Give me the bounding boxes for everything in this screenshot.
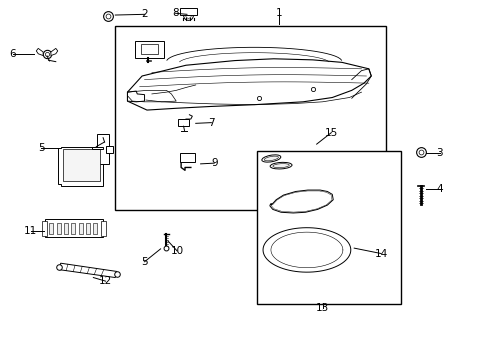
Bar: [141, 44, 158, 54]
Bar: [93, 223, 97, 234]
Text: 11: 11: [24, 226, 38, 236]
Bar: [179, 8, 197, 15]
Text: 7: 7: [207, 118, 214, 128]
Bar: [71, 223, 75, 234]
Bar: [105, 146, 113, 153]
Bar: [49, 223, 53, 234]
Bar: [256, 151, 400, 304]
Ellipse shape: [261, 155, 280, 162]
Text: 9: 9: [210, 158, 217, 168]
Text: 3: 3: [435, 148, 442, 158]
Ellipse shape: [269, 162, 291, 169]
Polygon shape: [58, 147, 103, 186]
Bar: [177, 119, 189, 126]
Bar: [115, 26, 385, 211]
Text: 15: 15: [324, 128, 337, 138]
Text: 2: 2: [141, 9, 147, 19]
Polygon shape: [269, 190, 332, 213]
Polygon shape: [127, 91, 144, 102]
Text: 5: 5: [141, 257, 147, 267]
Bar: [63, 149, 100, 181]
Bar: [101, 221, 105, 235]
Bar: [135, 41, 163, 58]
Bar: [180, 153, 194, 162]
Bar: [97, 134, 109, 164]
Bar: [57, 223, 61, 234]
Text: 12: 12: [99, 276, 112, 286]
Polygon shape: [263, 228, 350, 272]
Text: 13: 13: [315, 303, 328, 313]
Polygon shape: [51, 48, 58, 55]
Bar: [86, 223, 90, 234]
Bar: [79, 223, 82, 234]
Bar: [64, 223, 68, 234]
Text: 5: 5: [38, 143, 44, 153]
Text: 6: 6: [10, 49, 16, 59]
Bar: [42, 221, 47, 235]
Text: 14: 14: [374, 248, 387, 258]
Bar: [44, 220, 103, 237]
Text: 8: 8: [172, 8, 178, 18]
Polygon shape: [127, 59, 370, 110]
Text: 1: 1: [275, 8, 282, 18]
Ellipse shape: [272, 164, 289, 168]
Ellipse shape: [264, 156, 278, 161]
Text: 4: 4: [435, 184, 442, 194]
Polygon shape: [36, 48, 43, 55]
Text: 10: 10: [170, 246, 183, 256]
Polygon shape: [92, 147, 103, 149]
Polygon shape: [59, 263, 117, 278]
